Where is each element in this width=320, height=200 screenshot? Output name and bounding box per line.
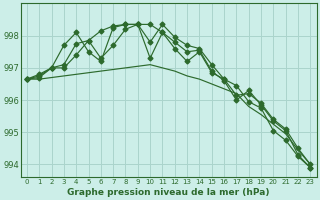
X-axis label: Graphe pression niveau de la mer (hPa): Graphe pression niveau de la mer (hPa) — [68, 188, 270, 197]
